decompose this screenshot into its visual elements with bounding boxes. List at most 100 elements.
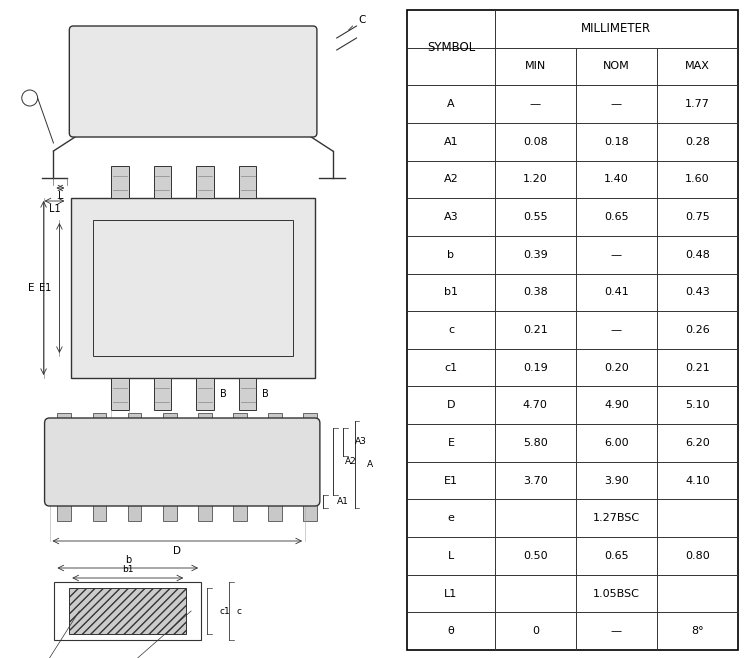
Text: 0.65: 0.65	[604, 551, 629, 561]
Text: 4.90: 4.90	[604, 400, 629, 411]
Text: A1: A1	[444, 137, 458, 147]
Text: 1.27BSC: 1.27BSC	[593, 513, 640, 523]
Text: 0.48: 0.48	[685, 249, 710, 260]
Text: A3: A3	[354, 438, 366, 447]
Text: 4.10: 4.10	[685, 476, 710, 486]
Text: A: A	[447, 99, 455, 109]
Text: MIN: MIN	[524, 61, 546, 72]
Bar	[154, 166, 172, 198]
Text: 0.39: 0.39	[523, 249, 548, 260]
Bar	[196, 166, 214, 198]
Text: E: E	[448, 438, 454, 448]
Bar	[303, 413, 317, 521]
Text: —: —	[611, 99, 622, 109]
Bar	[233, 413, 247, 521]
Bar	[198, 413, 212, 521]
Bar	[163, 413, 177, 521]
Text: E1: E1	[444, 476, 458, 486]
FancyBboxPatch shape	[45, 418, 320, 506]
Text: 5.80: 5.80	[523, 438, 548, 448]
Bar	[54, 582, 201, 640]
Text: L1: L1	[445, 588, 457, 599]
Text: 0.38: 0.38	[523, 288, 548, 297]
Bar	[72, 198, 315, 378]
Text: c1: c1	[445, 363, 457, 372]
Text: E1: E1	[40, 283, 51, 293]
Text: 0.55: 0.55	[523, 212, 548, 222]
Text: C: C	[359, 15, 366, 25]
Text: A2: A2	[444, 174, 458, 184]
Text: A1: A1	[336, 497, 348, 506]
Text: L: L	[448, 551, 454, 561]
Bar	[111, 166, 129, 198]
Text: 5.10: 5.10	[685, 400, 709, 411]
Text: c1: c1	[219, 607, 231, 615]
Text: c: c	[236, 607, 241, 615]
Bar	[268, 413, 282, 521]
Text: A: A	[366, 460, 372, 469]
Bar	[57, 413, 72, 521]
Bar	[239, 378, 257, 410]
Text: B: B	[220, 389, 227, 399]
Bar	[196, 378, 214, 410]
Text: b: b	[116, 433, 123, 443]
Text: b: b	[448, 249, 454, 260]
Text: 6.20: 6.20	[685, 438, 710, 448]
Text: 1.77: 1.77	[685, 99, 710, 109]
Text: —: —	[530, 99, 541, 109]
Text: 0.20: 0.20	[604, 363, 629, 372]
Text: A2: A2	[345, 457, 357, 466]
Text: 0.18: 0.18	[604, 137, 629, 147]
Text: b1: b1	[444, 288, 458, 297]
Text: 1.60: 1.60	[685, 174, 709, 184]
Text: —: —	[611, 626, 622, 636]
Text: A3: A3	[444, 212, 458, 222]
Bar	[239, 166, 257, 198]
Text: b1: b1	[122, 565, 134, 574]
FancyBboxPatch shape	[69, 26, 317, 137]
Text: MAX: MAX	[685, 61, 710, 72]
Text: 1.20: 1.20	[523, 174, 548, 184]
Text: 0.26: 0.26	[685, 325, 710, 335]
Bar	[154, 378, 172, 410]
Text: 0.65: 0.65	[604, 212, 629, 222]
Text: 0.21: 0.21	[523, 325, 548, 335]
Text: 0.08: 0.08	[523, 137, 548, 147]
Text: E: E	[28, 283, 35, 293]
Text: 1.05BSC: 1.05BSC	[593, 588, 640, 599]
Bar	[72, 48, 315, 133]
Text: 0.41: 0.41	[604, 288, 629, 297]
Text: 8°: 8°	[691, 626, 703, 636]
Text: 6.00: 6.00	[604, 438, 629, 448]
Text: 3.70: 3.70	[523, 476, 548, 486]
Text: NOM: NOM	[603, 61, 630, 72]
Text: c: c	[448, 325, 454, 335]
Text: 0.75: 0.75	[685, 212, 710, 222]
Text: —: —	[611, 325, 622, 335]
Text: e: e	[181, 433, 186, 443]
Bar	[49, 423, 315, 501]
Text: 0.28: 0.28	[685, 137, 710, 147]
Text: 0.43: 0.43	[685, 288, 710, 297]
Text: MILLIMETER: MILLIMETER	[581, 22, 651, 36]
Text: 3.90: 3.90	[604, 476, 629, 486]
Text: D: D	[173, 546, 181, 556]
Text: B: B	[263, 389, 269, 399]
Text: 0.19: 0.19	[523, 363, 548, 372]
Text: 0.80: 0.80	[685, 551, 710, 561]
Text: —: —	[611, 249, 622, 260]
Bar	[93, 413, 107, 521]
Text: L: L	[57, 191, 63, 201]
Text: e: e	[448, 513, 454, 523]
Text: L1: L1	[48, 204, 60, 214]
Bar	[69, 588, 186, 634]
Bar	[93, 220, 293, 356]
Text: 1.40: 1.40	[604, 174, 629, 184]
Text: 0.50: 0.50	[523, 551, 548, 561]
Text: 0: 0	[532, 626, 539, 636]
Text: D: D	[447, 400, 455, 411]
Bar	[111, 378, 129, 410]
Bar	[128, 413, 142, 521]
Text: SYMBOL: SYMBOL	[427, 41, 475, 54]
Text: 4.70: 4.70	[523, 400, 548, 411]
